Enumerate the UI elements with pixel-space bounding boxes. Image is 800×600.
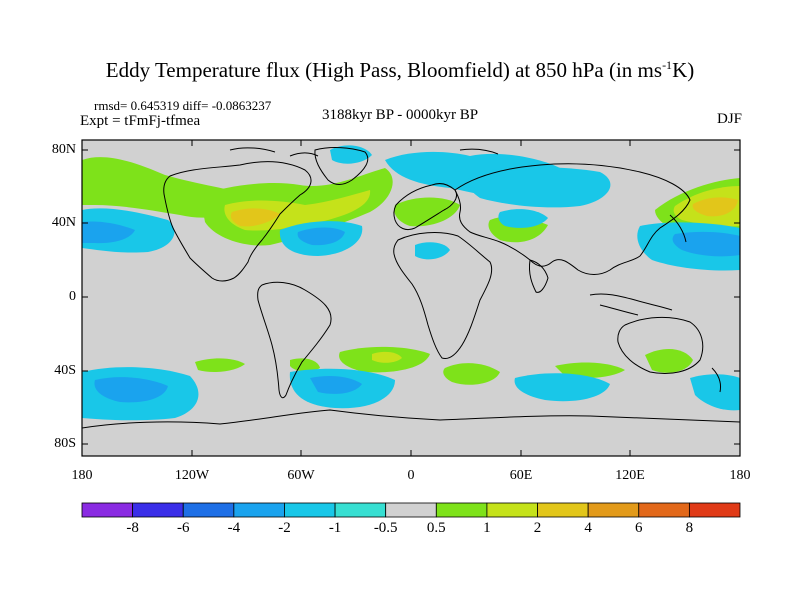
colorbar-swatch bbox=[132, 502, 184, 518]
colorbar-label: 2 bbox=[533, 520, 542, 536]
colorbar-swatch bbox=[182, 502, 235, 518]
anomaly-blue-sh-ind bbox=[514, 373, 610, 402]
coast-europe bbox=[393, 183, 458, 231]
coast-greenland bbox=[314, 147, 369, 185]
anomaly-green-sh-pac2 bbox=[290, 358, 320, 372]
anomaly-green-sh-aus bbox=[645, 348, 693, 373]
colorbar-label: 6 bbox=[635, 520, 643, 536]
experiment-label: Expt = tFmFj-tfmea bbox=[80, 113, 201, 129]
anomaly-darkblue-sh-drake bbox=[310, 376, 362, 394]
anomaly-yellow-sh-atl bbox=[372, 351, 402, 363]
y-tick-label: 40N bbox=[51, 215, 76, 230]
colorbar-label: 0.5 bbox=[426, 520, 446, 536]
anomaly-darkblue-sh-pac-west bbox=[94, 377, 168, 403]
stats-line: rmsd= 0.645319 diff= -0.0863237 bbox=[94, 98, 272, 113]
colorbar-label: -1 bbox=[328, 520, 342, 536]
title-superscript: -1 bbox=[662, 58, 673, 72]
x-tick-label: 120E bbox=[615, 468, 645, 483]
y-tick-label: 0 bbox=[69, 289, 76, 304]
season-label: DJF bbox=[716, 111, 742, 127]
colorbar-swatch bbox=[284, 502, 336, 518]
title-tail: K) bbox=[672, 58, 695, 82]
colorbar-label: -4 bbox=[227, 520, 241, 536]
anomaly-blue-greenland bbox=[330, 145, 372, 164]
colorbar-label: -0.5 bbox=[373, 520, 398, 536]
colorbar-swatch bbox=[638, 502, 690, 518]
anomaly-orange-natl bbox=[230, 208, 280, 227]
anomaly-green-sh-1 bbox=[195, 358, 245, 372]
coast-new-zealand bbox=[711, 367, 721, 393]
coast-arctic-islands bbox=[229, 147, 499, 157]
anomaly-blue-siberia bbox=[468, 167, 611, 208]
colorbar-swatch bbox=[688, 502, 741, 518]
y-tick-label: 80S bbox=[54, 436, 76, 451]
colorbar-swatch bbox=[486, 502, 538, 518]
colorbar-swatch bbox=[587, 502, 640, 518]
coast-south-america bbox=[257, 281, 332, 399]
y-tick-label: 40S bbox=[54, 363, 76, 378]
x-tick-label: 60E bbox=[509, 468, 533, 483]
coast-indonesia bbox=[589, 293, 673, 316]
period-label: 3188kyr BP - 0000kyr BP bbox=[321, 107, 479, 123]
colorbar-label: -6 bbox=[176, 520, 190, 536]
coast-australia bbox=[617, 316, 704, 374]
anomaly-darkblue-npac-west bbox=[82, 221, 135, 244]
colorbar bbox=[81, 502, 741, 518]
anomaly-blue-central-asia bbox=[498, 209, 548, 228]
x-tick-label: 60W bbox=[287, 468, 315, 483]
colorbar-swatch bbox=[334, 502, 387, 518]
coast-india bbox=[529, 259, 549, 293]
anomaly-orange-npac-east bbox=[692, 197, 738, 217]
coast-north-america bbox=[163, 161, 312, 282]
coast-japan bbox=[669, 214, 687, 243]
colorbar-swatch bbox=[81, 502, 134, 518]
chart-title: Eddy Temperature flux (High Pass, Bloomf… bbox=[0, 58, 800, 83]
x-tick-label: 180 bbox=[729, 468, 751, 483]
colorbar-label: 8 bbox=[685, 520, 694, 536]
colorbar-swatch bbox=[385, 502, 437, 518]
x-tick-label: 120W bbox=[174, 468, 210, 483]
coastlines bbox=[82, 147, 740, 429]
coast-antarctica bbox=[82, 409, 740, 429]
colorbar-swatch bbox=[537, 502, 589, 518]
coast-asia bbox=[454, 163, 691, 275]
coast-africa bbox=[393, 232, 493, 359]
anomaly-darkblue-natl bbox=[297, 227, 345, 246]
anomaly-green-europe bbox=[394, 197, 460, 227]
colorbar-label: -2 bbox=[278, 520, 291, 536]
anomaly-blue-sh-aus bbox=[690, 374, 740, 411]
axis-ticks bbox=[81, 140, 741, 456]
anomaly-darkblue-npac-east bbox=[672, 231, 740, 257]
anomaly-green-sh-ind bbox=[443, 363, 500, 385]
colorbar-label: 4 bbox=[584, 520, 592, 536]
x-tick-label: 180 bbox=[71, 468, 93, 483]
colorbar-swatch bbox=[233, 502, 285, 518]
colorbar-label: -8 bbox=[126, 520, 139, 536]
title-main: Eddy Temperature flux (High Pass, Bloomf… bbox=[105, 58, 663, 82]
x-tick-label: 0 bbox=[407, 468, 415, 483]
colorbar-label: 1 bbox=[483, 520, 491, 536]
anomaly-field bbox=[82, 145, 740, 421]
y-tick-label: 80N bbox=[51, 142, 76, 157]
anomaly-blue-asia-south bbox=[415, 242, 450, 260]
colorbar-swatch bbox=[435, 502, 488, 518]
